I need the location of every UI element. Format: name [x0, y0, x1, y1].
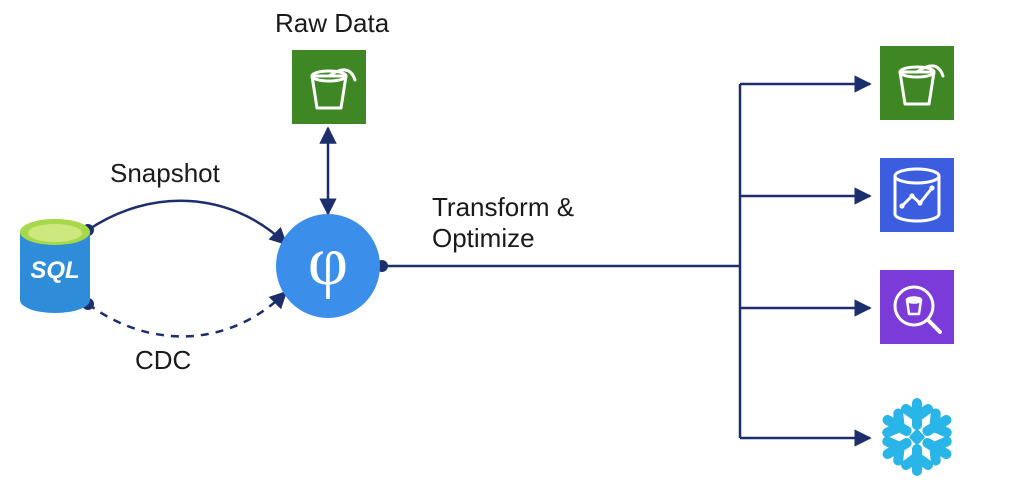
cdc-label: CDC [135, 345, 191, 376]
phi-glyph: φ [308, 227, 348, 297]
edge-snapshot [88, 201, 286, 244]
edge-cdc [88, 292, 286, 336]
s3-bucket-dest-icon [880, 46, 954, 120]
sql-label: SQL [30, 257, 79, 284]
snapshot-label: Snapshot [110, 158, 220, 189]
analytics-db-icon [880, 158, 954, 232]
transform-label: Transform & Optimize [432, 192, 574, 254]
raw-data-label: Raw Data [275, 8, 389, 39]
s3-bucket-icon [292, 50, 366, 124]
sql-database-icon: SQL [18, 218, 92, 314]
snowflake-icon [875, 395, 959, 479]
phi-node-icon: φ [276, 214, 380, 318]
query-service-icon [880, 270, 954, 344]
